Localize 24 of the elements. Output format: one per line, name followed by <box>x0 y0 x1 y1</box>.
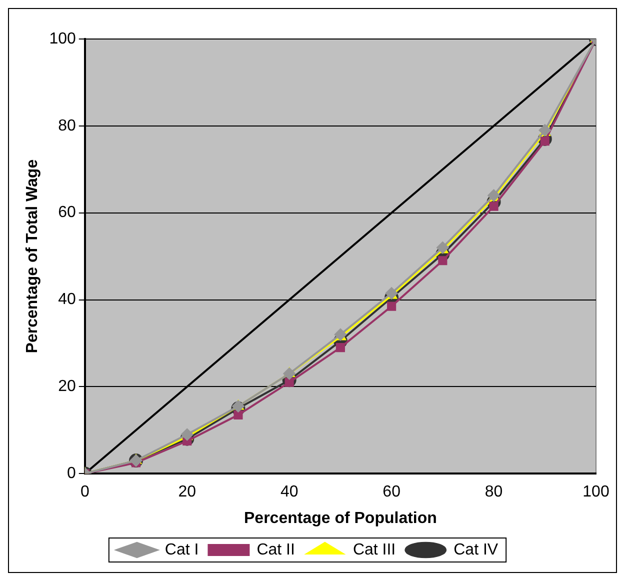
point <box>387 302 396 311</box>
y-tick-label: 0 <box>66 465 76 482</box>
point <box>336 343 345 352</box>
y-tick-label: 40 <box>58 291 76 308</box>
x-tick-label: 40 <box>280 484 298 501</box>
legend-label: Cat II <box>256 541 295 558</box>
y-tick-label: 100 <box>49 30 76 48</box>
y-tick-label: 60 <box>58 204 76 222</box>
point <box>438 256 448 266</box>
x-tick-label: 60 <box>382 484 401 501</box>
point <box>283 368 296 380</box>
point <box>232 400 244 412</box>
legend-label: Cat I <box>164 541 199 558</box>
point <box>234 410 243 420</box>
y-tick-label: 80 <box>58 117 76 134</box>
x-axis-title: Percentage of Population <box>244 510 437 527</box>
legend-label: Cat III <box>352 541 396 558</box>
y-axis-title: Percentage of Total Wage <box>24 159 42 354</box>
x-tick-label: 20 <box>178 484 196 501</box>
legend-label: Cat IV <box>454 541 498 558</box>
x-tick-label: 0 <box>80 484 90 501</box>
y-tick-label: 20 <box>58 378 76 396</box>
x-tick-label: 100 <box>582 484 610 501</box>
x-tick-label: 80 <box>484 484 503 501</box>
